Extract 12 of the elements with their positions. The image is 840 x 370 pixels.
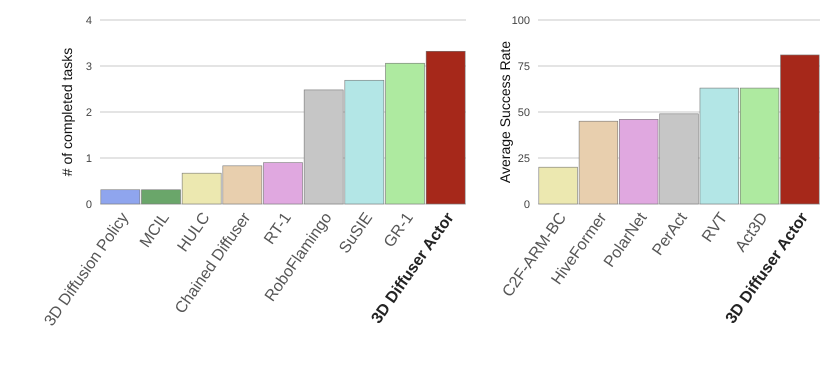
y-tick-label: 0 [524, 198, 530, 211]
y-tick-label: 3 [86, 60, 92, 73]
y-tick-label: 1 [86, 152, 92, 165]
y-axis-title: # of completed tasks [59, 48, 75, 176]
y-tick-label: 100 [512, 14, 530, 27]
y-tick-label: 75 [518, 60, 530, 73]
y-tick-label: 0 [86, 198, 92, 211]
y-axis-title: Average Success Rate [497, 40, 513, 184]
y-tick-label: 2 [86, 106, 92, 119]
y-tick-label: 4 [86, 14, 92, 27]
y-tick-label: 25 [518, 152, 530, 165]
y-tick-label: 50 [518, 106, 530, 119]
